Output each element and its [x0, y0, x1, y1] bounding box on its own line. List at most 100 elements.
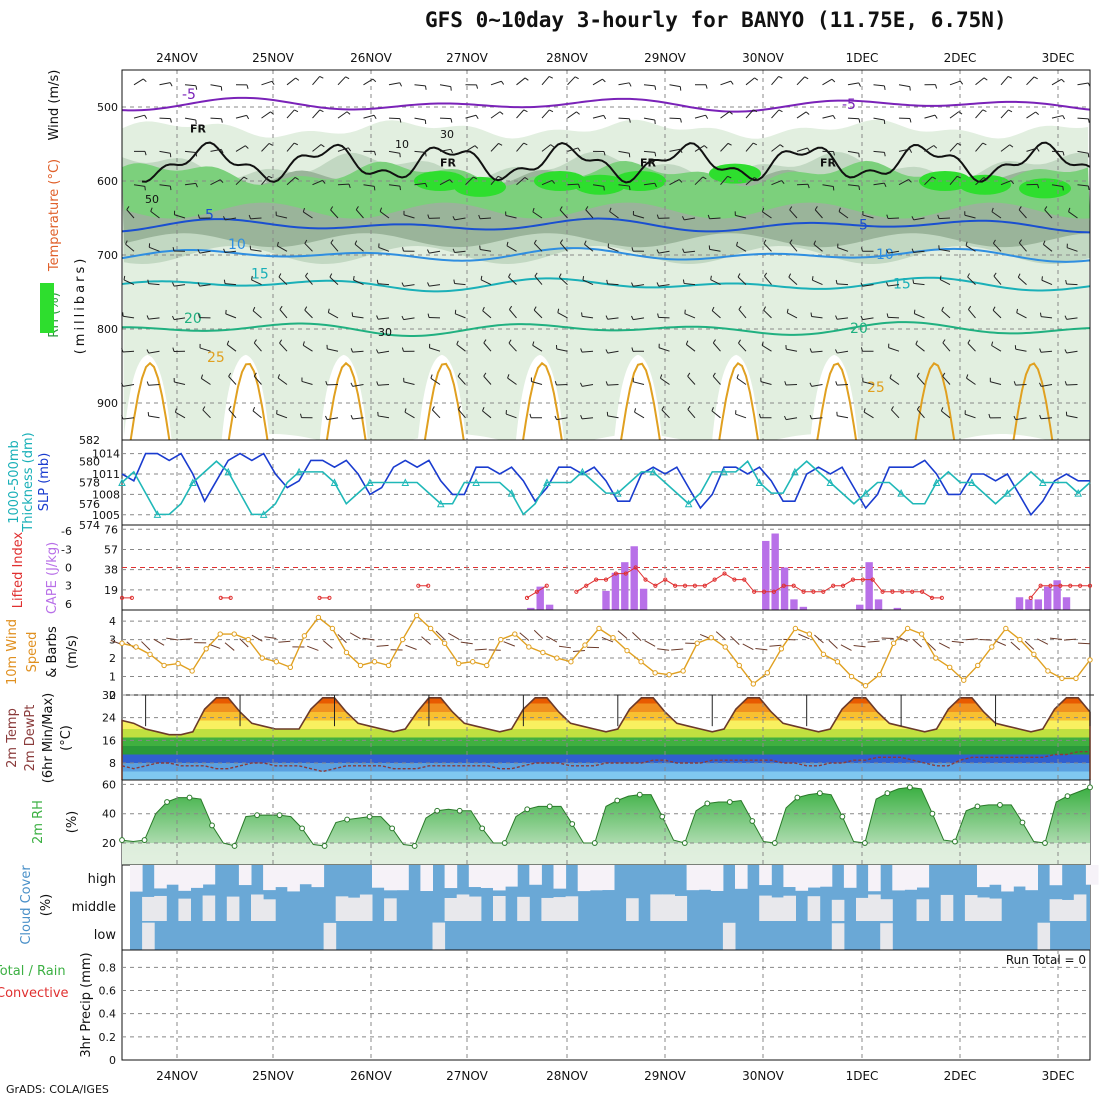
wind-speed-point — [301, 633, 308, 639]
wind-barb-flag — [602, 78, 606, 83]
cloud-clear-cell — [904, 865, 917, 890]
cloud-clear-cell — [662, 894, 675, 921]
wind-barb — [228, 409, 237, 419]
wind-barb-flag — [195, 85, 198, 90]
wind-barb — [239, 638, 249, 648]
wind-barb-flag — [169, 186, 172, 191]
wind-speed-point — [484, 662, 490, 669]
wind-barb-flag — [574, 76, 579, 80]
wind-barb — [286, 142, 295, 152]
wind-barb — [975, 177, 985, 186]
wind-barb-flag — [507, 374, 510, 379]
wind-speed-point — [834, 659, 841, 665]
wind-barb-flag — [763, 239, 767, 244]
thickness-point — [649, 467, 658, 476]
wind-barb — [1051, 78, 1062, 86]
wind-barb — [735, 413, 747, 419]
wind-barb-flag — [330, 239, 334, 244]
wind-barb — [225, 313, 237, 319]
wind-barb — [439, 84, 451, 88]
cape-bar — [799, 606, 808, 610]
wind-barb — [924, 176, 933, 186]
wind-barb — [796, 111, 807, 119]
wind-barb — [210, 117, 222, 120]
wind-barb — [1077, 184, 1089, 187]
wind-barb-flag — [631, 347, 634, 352]
wind-barb-flag — [508, 339, 512, 344]
wind-barb — [942, 375, 951, 385]
cloud-clear-cell — [868, 865, 881, 892]
wind-speed-point — [245, 636, 251, 643]
wind-barb — [148, 283, 160, 286]
wind-barb-flag — [246, 84, 249, 89]
wind-barb-flag — [1064, 349, 1068, 354]
wind-barb — [516, 109, 525, 119]
wind-barb-flag — [811, 276, 814, 281]
rh-point — [1042, 840, 1048, 846]
wind-speed-point — [119, 640, 125, 646]
wind-barb-flag — [300, 413, 302, 418]
wind-barb-flag — [222, 216, 226, 221]
wind-barb — [312, 144, 322, 152]
wind-barb-flag — [354, 240, 358, 245]
wind-barb — [228, 376, 237, 385]
y-tick-label: 600 — [97, 175, 118, 188]
wind-speed-point — [315, 614, 322, 621]
wind-barb-flag — [476, 84, 479, 89]
wind-barb — [509, 309, 517, 319]
wind-speed-point — [961, 677, 967, 683]
wind-barb — [307, 645, 319, 651]
wind-barb — [913, 282, 925, 286]
wind-barb — [474, 648, 487, 651]
wind-barb — [991, 211, 1002, 219]
wind-barb-flag — [737, 273, 741, 278]
wind-barb — [337, 147, 349, 152]
wind-barb — [993, 242, 1002, 252]
rh-point — [524, 806, 531, 813]
wind-barb-flag — [656, 282, 660, 287]
cloud-clear-cell — [384, 898, 397, 921]
wind-barb-flag — [427, 313, 430, 318]
rh-point — [997, 802, 1003, 808]
dry-column — [123, 354, 172, 440]
wind-speed-point — [1059, 675, 1065, 682]
isotherm-label: 20 — [850, 321, 868, 337]
wind-barb-flag — [268, 142, 273, 146]
wind-barb — [687, 375, 696, 385]
y-label-wind: Wind (m/s) — [47, 70, 62, 141]
wind-barb — [439, 148, 451, 152]
wind-barb-flag — [401, 282, 405, 287]
wind-barb — [686, 344, 696, 352]
y-label: 10m Wind — [5, 619, 20, 685]
wind-barb-flag — [911, 248, 915, 253]
wind-barb — [813, 243, 823, 252]
wind-barb — [276, 215, 288, 219]
wind-barb-flag — [1064, 315, 1068, 320]
wind-barb — [1066, 283, 1078, 286]
wind-barb-flag — [687, 372, 691, 377]
wind-barb — [507, 377, 517, 385]
wind-barb — [490, 143, 499, 152]
wind-barb-flag — [1061, 78, 1065, 83]
wind-barb — [709, 248, 721, 252]
wind-barb — [643, 117, 655, 121]
wind-barb — [482, 410, 492, 419]
wind-barb-flag — [172, 282, 175, 287]
wind-barb — [1000, 109, 1009, 119]
wind-barb — [887, 316, 900, 319]
wind-barb — [1010, 641, 1021, 651]
wind-barb-flag — [831, 78, 836, 83]
wind-speed-point — [904, 625, 911, 632]
temp-line — [121, 697, 1091, 780]
wind-barb — [1077, 117, 1089, 120]
cloud-clear-cell — [783, 865, 796, 888]
y-label: Lifted Index — [11, 531, 26, 608]
wind-barb — [1051, 115, 1063, 119]
cape-bar — [536, 586, 544, 610]
rh-point — [186, 794, 193, 801]
wind-barb-flag — [245, 145, 249, 149]
wind-barb-flag — [125, 240, 128, 245]
wind-barb-flag — [727, 175, 732, 179]
rh-point — [321, 843, 328, 849]
wind-barb — [516, 177, 526, 186]
